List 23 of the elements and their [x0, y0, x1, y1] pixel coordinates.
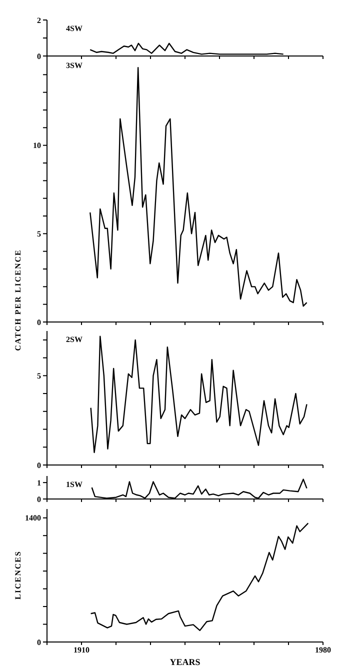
x-tick-label: 1910 — [74, 646, 90, 655]
x-axis-title: YEARS — [168, 657, 202, 667]
y-tick-label: 0 — [37, 494, 41, 504]
text: 4SW — [66, 24, 82, 33]
y-tick-label: 5 — [37, 230, 41, 239]
text: 1SW — [66, 480, 82, 489]
line-series — [90, 522, 309, 632]
y-tick-label: 10 — [33, 141, 41, 150]
y-tick-label: 5 — [37, 372, 41, 381]
text: 3SW — [66, 61, 82, 70]
y-axis-title: LICENCES — [14, 550, 22, 600]
x-tick-label: 1980 — [315, 646, 331, 655]
text: 2SW — [66, 335, 82, 344]
y-axis-title: CATCH PER LICENCE — [14, 249, 22, 351]
y-tick-label: 0 — [37, 52, 41, 61]
line-series — [90, 336, 308, 454]
y-tick-label: 1 — [37, 478, 41, 488]
y-tick-label: 0 — [37, 318, 41, 327]
y-tick-label: 0 — [37, 638, 41, 647]
y-tick-label: 0 — [37, 460, 41, 470]
y-tick-label: 1400 — [25, 514, 41, 523]
y-tick-label: 2 — [37, 16, 41, 25]
line-series — [90, 67, 308, 307]
